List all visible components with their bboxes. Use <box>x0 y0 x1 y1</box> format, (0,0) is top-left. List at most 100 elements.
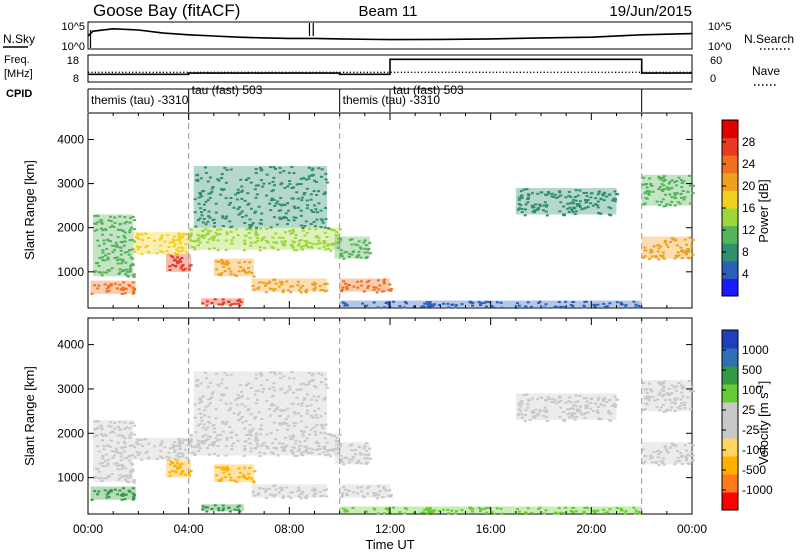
scatter-cell <box>243 222 247 224</box>
scatter-cell <box>292 422 296 424</box>
scatter-cell <box>607 206 611 209</box>
scatter-cell <box>692 390 695 393</box>
power-cbar-swatch <box>722 208 738 227</box>
scatter-cell <box>173 243 177 246</box>
scatter-cell <box>324 383 328 386</box>
scatter-cell <box>264 490 267 493</box>
scatter-cell <box>167 459 171 462</box>
scatter-cell <box>670 406 674 409</box>
scatter-cell <box>324 218 328 221</box>
scatter-cell <box>500 512 504 515</box>
scatter-cell <box>660 382 664 385</box>
scatter-cell <box>196 237 200 240</box>
scatter-cell <box>657 247 661 250</box>
scatter-cell <box>114 447 118 450</box>
scatter-cell <box>282 449 285 452</box>
scatter-cell <box>527 196 530 199</box>
scatter-cell <box>538 203 542 206</box>
scatter-cell <box>118 271 122 274</box>
scatter-cell <box>254 402 258 405</box>
scatter-cell <box>99 219 103 222</box>
scatter-cell <box>668 409 672 412</box>
scatter-cell <box>97 490 101 493</box>
scatter-cell <box>567 396 571 399</box>
scatter-cell <box>246 409 250 412</box>
scatter-cell <box>305 449 308 452</box>
scatter-cell <box>254 172 258 175</box>
scatter-cell <box>175 459 179 462</box>
scatter-cell <box>596 509 600 512</box>
scatter-cell <box>523 214 527 217</box>
scatter-cell <box>265 228 269 230</box>
scatter-cell <box>297 388 301 391</box>
scatter-cell <box>236 505 240 508</box>
scatter-cell <box>195 174 199 177</box>
scatter-cell <box>204 440 208 443</box>
scatter-cell <box>96 221 100 224</box>
scatter-cell <box>573 207 577 210</box>
scatter-cell <box>129 265 133 268</box>
scatter-cell <box>664 399 667 402</box>
scatter-cell <box>248 224 252 227</box>
scatter-cell <box>325 282 329 285</box>
scatter-cell <box>583 512 587 515</box>
scatter-cell <box>555 197 559 199</box>
scatter-cell <box>101 457 105 460</box>
scatter-cell <box>522 188 526 191</box>
scatter-cell <box>359 256 363 259</box>
scatter-cell <box>301 284 305 287</box>
scatter-cell <box>453 306 457 309</box>
scatter-cell <box>121 495 125 497</box>
scatter-cell <box>115 451 119 454</box>
scatter-cell <box>648 190 652 193</box>
scatter-cell <box>641 183 645 186</box>
scatter-cell <box>96 287 100 290</box>
scatter-cell <box>269 371 272 374</box>
scatter-cell <box>131 281 135 284</box>
scatter-cell <box>115 245 119 248</box>
scatter-cell <box>425 306 429 309</box>
scatter-cell <box>356 244 360 247</box>
scatter-cell <box>661 198 665 201</box>
scatter-cell <box>681 395 685 398</box>
scatter-cell <box>119 253 123 256</box>
scatter-cell <box>220 382 224 385</box>
scatter-cell <box>589 401 593 404</box>
scatter-cell <box>566 408 569 411</box>
scatter-cell <box>322 489 326 492</box>
scatter-cell <box>312 190 316 193</box>
scatter-cell <box>302 398 306 401</box>
scatter-cell <box>107 285 111 288</box>
scatter-cell <box>292 205 296 208</box>
scatter-cell <box>398 511 402 514</box>
scatter-cell <box>295 455 299 457</box>
scatter-cell <box>172 444 176 447</box>
scatter-cell <box>539 204 542 207</box>
scatter-cell <box>576 194 580 197</box>
nave-tick-bottom: 0 <box>710 73 716 85</box>
scatter-cell <box>177 440 181 442</box>
scatter-cell <box>658 409 662 412</box>
scatter-cell <box>220 188 224 191</box>
scatter-cell <box>671 238 675 241</box>
scatter-cell <box>312 221 316 223</box>
scatter-cell <box>309 193 313 196</box>
scatter-cell <box>339 239 342 242</box>
scatter-cell <box>291 240 295 243</box>
scatter-cell <box>251 222 255 225</box>
scatter-cell <box>188 265 191 268</box>
scatter-cell <box>189 228 193 231</box>
scatter-cell <box>599 197 603 200</box>
scatter-cell <box>230 444 234 447</box>
scatter-cell <box>374 286 378 289</box>
scatter-cell <box>304 220 308 223</box>
scatter-cell <box>316 211 319 214</box>
scatter-cell <box>220 393 224 396</box>
scatter-cell <box>320 175 323 178</box>
scatter-cell <box>282 495 286 498</box>
scatter-cell <box>279 183 283 186</box>
scatter-cell <box>689 407 693 410</box>
scatter-cell <box>269 166 272 169</box>
scatter-cell <box>536 414 540 417</box>
scatter-cell <box>373 508 377 511</box>
